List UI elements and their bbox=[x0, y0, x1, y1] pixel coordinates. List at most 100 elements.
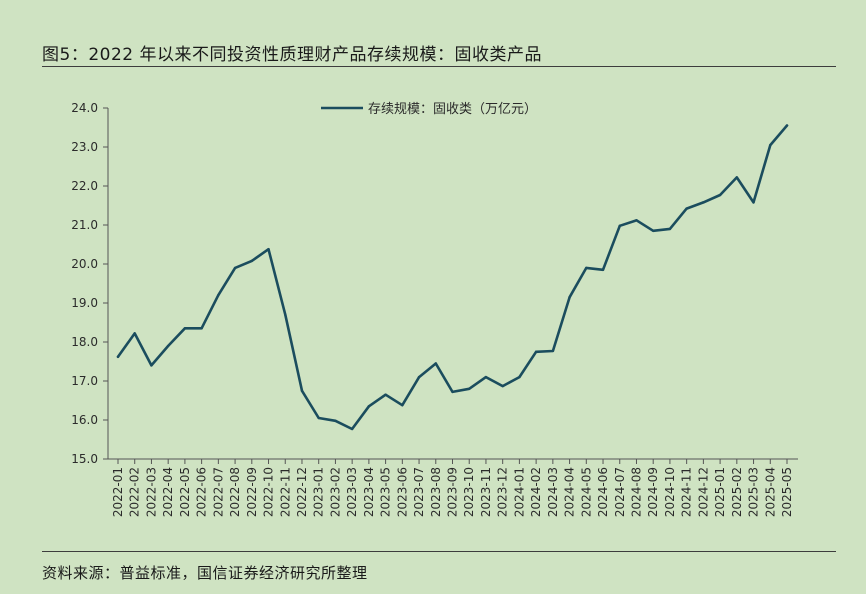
data-point bbox=[116, 355, 120, 359]
x-tick-label: 2022-12 bbox=[295, 467, 309, 517]
x-tick-label: 2022-02 bbox=[128, 467, 142, 517]
x-tick-label: 2024-12 bbox=[696, 467, 710, 517]
x-tick-label: 2025-01 bbox=[713, 467, 727, 517]
y-tick-label: 17.0 bbox=[71, 374, 98, 388]
x-tick-label: 2024-11 bbox=[680, 467, 694, 517]
x-tick-label: 2024-08 bbox=[629, 467, 643, 517]
data-point bbox=[702, 201, 705, 204]
y-tick-label: 19.0 bbox=[71, 296, 98, 310]
x-tick-label: 2023-07 bbox=[412, 467, 426, 517]
x-tick-label: 2023-06 bbox=[395, 467, 409, 517]
data-point bbox=[718, 193, 722, 197]
legend-label: 存续规模：固收类（万亿元） bbox=[368, 102, 537, 117]
data-point bbox=[317, 416, 320, 420]
x-tick-label: 2025-05 bbox=[780, 467, 794, 517]
data-point bbox=[233, 266, 237, 270]
data-point bbox=[200, 327, 203, 330]
x-tick-label: 2023-05 bbox=[379, 467, 393, 517]
data-point bbox=[150, 364, 153, 367]
x-tick-label: 2022-03 bbox=[144, 467, 158, 517]
data-point bbox=[668, 227, 672, 231]
x-tick-label: 2025-03 bbox=[747, 467, 761, 517]
data-point bbox=[284, 313, 287, 316]
y-tick-label: 24.0 bbox=[71, 101, 98, 115]
x-tick-label: 2023-10 bbox=[462, 467, 476, 517]
x-tick-label: 2022-08 bbox=[228, 467, 242, 517]
x-tick-label: 2024-10 bbox=[663, 467, 677, 517]
x-tick-label: 2024-01 bbox=[512, 467, 526, 517]
x-tick-label: 2023-04 bbox=[362, 467, 376, 517]
x-axis-ticks: 2022-01 2022-02 2022-03 2022-04 2022-05 2022-… bbox=[111, 459, 794, 517]
data-point bbox=[250, 259, 253, 263]
x-tick-label: 2023-12 bbox=[496, 467, 510, 517]
top-rule bbox=[42, 66, 836, 67]
data-point bbox=[367, 405, 371, 408]
series-line bbox=[116, 124, 789, 431]
y-tick-label: 16.0 bbox=[71, 413, 98, 427]
x-tick-label: 2022-09 bbox=[245, 467, 259, 517]
x-tick-label: 2024-03 bbox=[546, 467, 560, 517]
data-point bbox=[384, 393, 387, 396]
chart-series bbox=[116, 124, 789, 431]
data-point bbox=[334, 419, 337, 422]
data-point bbox=[568, 295, 571, 299]
data-point bbox=[133, 332, 136, 335]
data-point bbox=[434, 362, 437, 365]
data-point bbox=[350, 427, 354, 431]
x-tick-label: 2022-07 bbox=[211, 467, 225, 517]
x-tick-label: 2023-11 bbox=[479, 467, 493, 517]
data-point bbox=[785, 124, 789, 127]
x-tick-label: 2022-05 bbox=[178, 467, 192, 517]
x-tick-label: 2023-08 bbox=[429, 467, 443, 517]
data-point bbox=[635, 219, 638, 222]
data-point bbox=[735, 176, 739, 179]
data-point bbox=[769, 143, 772, 147]
y-tick-label: 21.0 bbox=[71, 218, 98, 232]
data-point bbox=[484, 375, 488, 379]
data-point bbox=[601, 268, 605, 272]
x-tick-label: 2024-09 bbox=[646, 467, 660, 517]
data-point bbox=[267, 247, 270, 251]
data-point bbox=[518, 375, 521, 379]
y-axis-ticks: 15.0 16.0 17.0 18.0 19.0 20.0 21.0 22.0 23.0 24.0 bbox=[71, 101, 108, 466]
y-tick-label: 20.0 bbox=[71, 257, 98, 271]
data-point bbox=[752, 201, 755, 204]
y-tick-label: 22.0 bbox=[71, 179, 98, 193]
x-tick-label: 2023-01 bbox=[312, 467, 326, 517]
data-point bbox=[585, 266, 588, 270]
x-tick-label: 2023-02 bbox=[328, 467, 342, 517]
x-tick-label: 2025-04 bbox=[763, 467, 777, 517]
x-tick-label: 2024-06 bbox=[596, 467, 610, 517]
x-tick-label: 2025-02 bbox=[730, 467, 744, 517]
data-point bbox=[417, 375, 421, 379]
x-tick-label: 2024-07 bbox=[613, 467, 627, 517]
x-tick-label: 2024-04 bbox=[563, 467, 577, 517]
data-point bbox=[401, 403, 404, 407]
x-tick-label: 2022-11 bbox=[278, 467, 292, 517]
y-tick-label: 15.0 bbox=[71, 452, 98, 466]
x-tick-label: 2023-09 bbox=[446, 467, 460, 517]
data-point bbox=[166, 344, 170, 348]
source-note: 资料来源：普益标准，国信证券经济研究所整理 bbox=[42, 564, 368, 582]
y-tick-label: 23.0 bbox=[71, 140, 98, 154]
x-tick-label: 2022-01 bbox=[111, 467, 125, 517]
data-point bbox=[551, 349, 555, 353]
bottom-rule bbox=[42, 551, 836, 552]
x-tick-label: 2022-04 bbox=[161, 467, 175, 517]
data-point bbox=[534, 350, 538, 353]
chart-axes bbox=[107, 108, 798, 460]
x-tick-label: 2024-02 bbox=[529, 467, 543, 517]
data-point bbox=[300, 389, 304, 392]
figure-title: 图5：2022 年以来不同投资性质理财产品存续规模：固收类产品 bbox=[42, 45, 542, 65]
data-point bbox=[618, 224, 621, 227]
x-tick-label: 2022-06 bbox=[195, 467, 209, 517]
data-point bbox=[685, 207, 688, 210]
x-tick-label: 2023-03 bbox=[345, 467, 359, 517]
y-tick-label: 18.0 bbox=[71, 335, 98, 349]
x-tick-label: 2024-05 bbox=[579, 467, 593, 517]
data-point bbox=[217, 294, 220, 297]
data-point bbox=[451, 390, 454, 394]
data-point bbox=[501, 384, 504, 388]
chart-legend: 存续规模：固收类（万亿元） bbox=[321, 102, 537, 117]
